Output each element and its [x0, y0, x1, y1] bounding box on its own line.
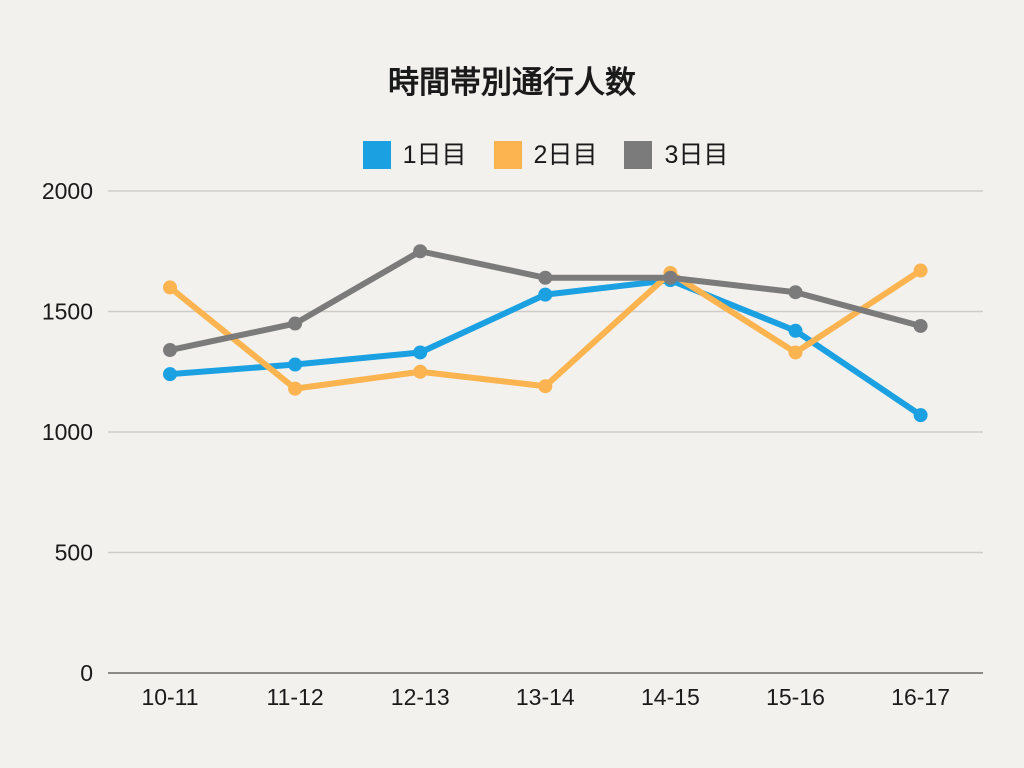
series-1-point-2 — [288, 357, 303, 372]
x-axis-tick-label: 12-13 — [391, 684, 450, 710]
series-1-point-1 — [163, 367, 177, 382]
legend-swatch-1 — [362, 141, 391, 169]
legend-item-1: 1日目 — [362, 141, 467, 169]
x-axis-tick-label: 15-16 — [766, 684, 825, 710]
legend-item-3: 3日目 — [624, 141, 728, 169]
x-axis-tick-label: 16-17 — [891, 684, 950, 710]
series-3-point-4 — [538, 270, 553, 285]
series-3-point-3 — [413, 244, 428, 259]
y-axis-tick-label: 2000 — [42, 178, 93, 204]
y-axis-tick-label: 1500 — [42, 299, 93, 325]
x-axis-tick-label: 11-12 — [267, 684, 324, 710]
series-2-point-3 — [413, 364, 428, 379]
x-axis-tick-label: 14-15 — [641, 684, 700, 710]
series-2-point-4 — [538, 379, 553, 394]
legend-label-2: 2日目 — [533, 141, 598, 169]
series-1-point-3 — [413, 345, 428, 360]
series-2-point-2 — [288, 381, 303, 396]
series-2-point-6 — [788, 345, 803, 360]
series-3-point-2 — [288, 316, 303, 331]
series-1-point-6 — [788, 323, 803, 338]
y-axis-tick-label: 1000 — [42, 419, 93, 445]
legend-swatch-2 — [493, 141, 522, 169]
series-1-point-4 — [538, 287, 553, 302]
legend-label-1: 1日目 — [402, 141, 467, 169]
x-axis-tick-label: 10-11 — [141, 684, 198, 710]
y-axis-tick-label: 0 — [80, 660, 93, 686]
series-2-point-7 — [913, 263, 928, 278]
series-1-point-7 — [913, 408, 928, 423]
x-axis-tick-label: 13-14 — [516, 684, 575, 710]
legend-item-2: 2日目 — [493, 141, 598, 169]
legend-label-3: 3日目 — [664, 141, 729, 169]
series-3-point-7 — [913, 318, 928, 333]
legend: 1日目 2日目 3日目 — [108, 141, 983, 169]
chart-title: 時間帯別通行人数 — [388, 65, 636, 100]
series-3-point-1 — [163, 343, 177, 358]
series-3-point-5 — [663, 270, 678, 285]
series-3-point-6 — [788, 285, 803, 300]
series-2-point-1 — [163, 280, 177, 295]
legend-swatch-3 — [624, 141, 653, 169]
y-axis-tick-label: 500 — [55, 540, 93, 566]
